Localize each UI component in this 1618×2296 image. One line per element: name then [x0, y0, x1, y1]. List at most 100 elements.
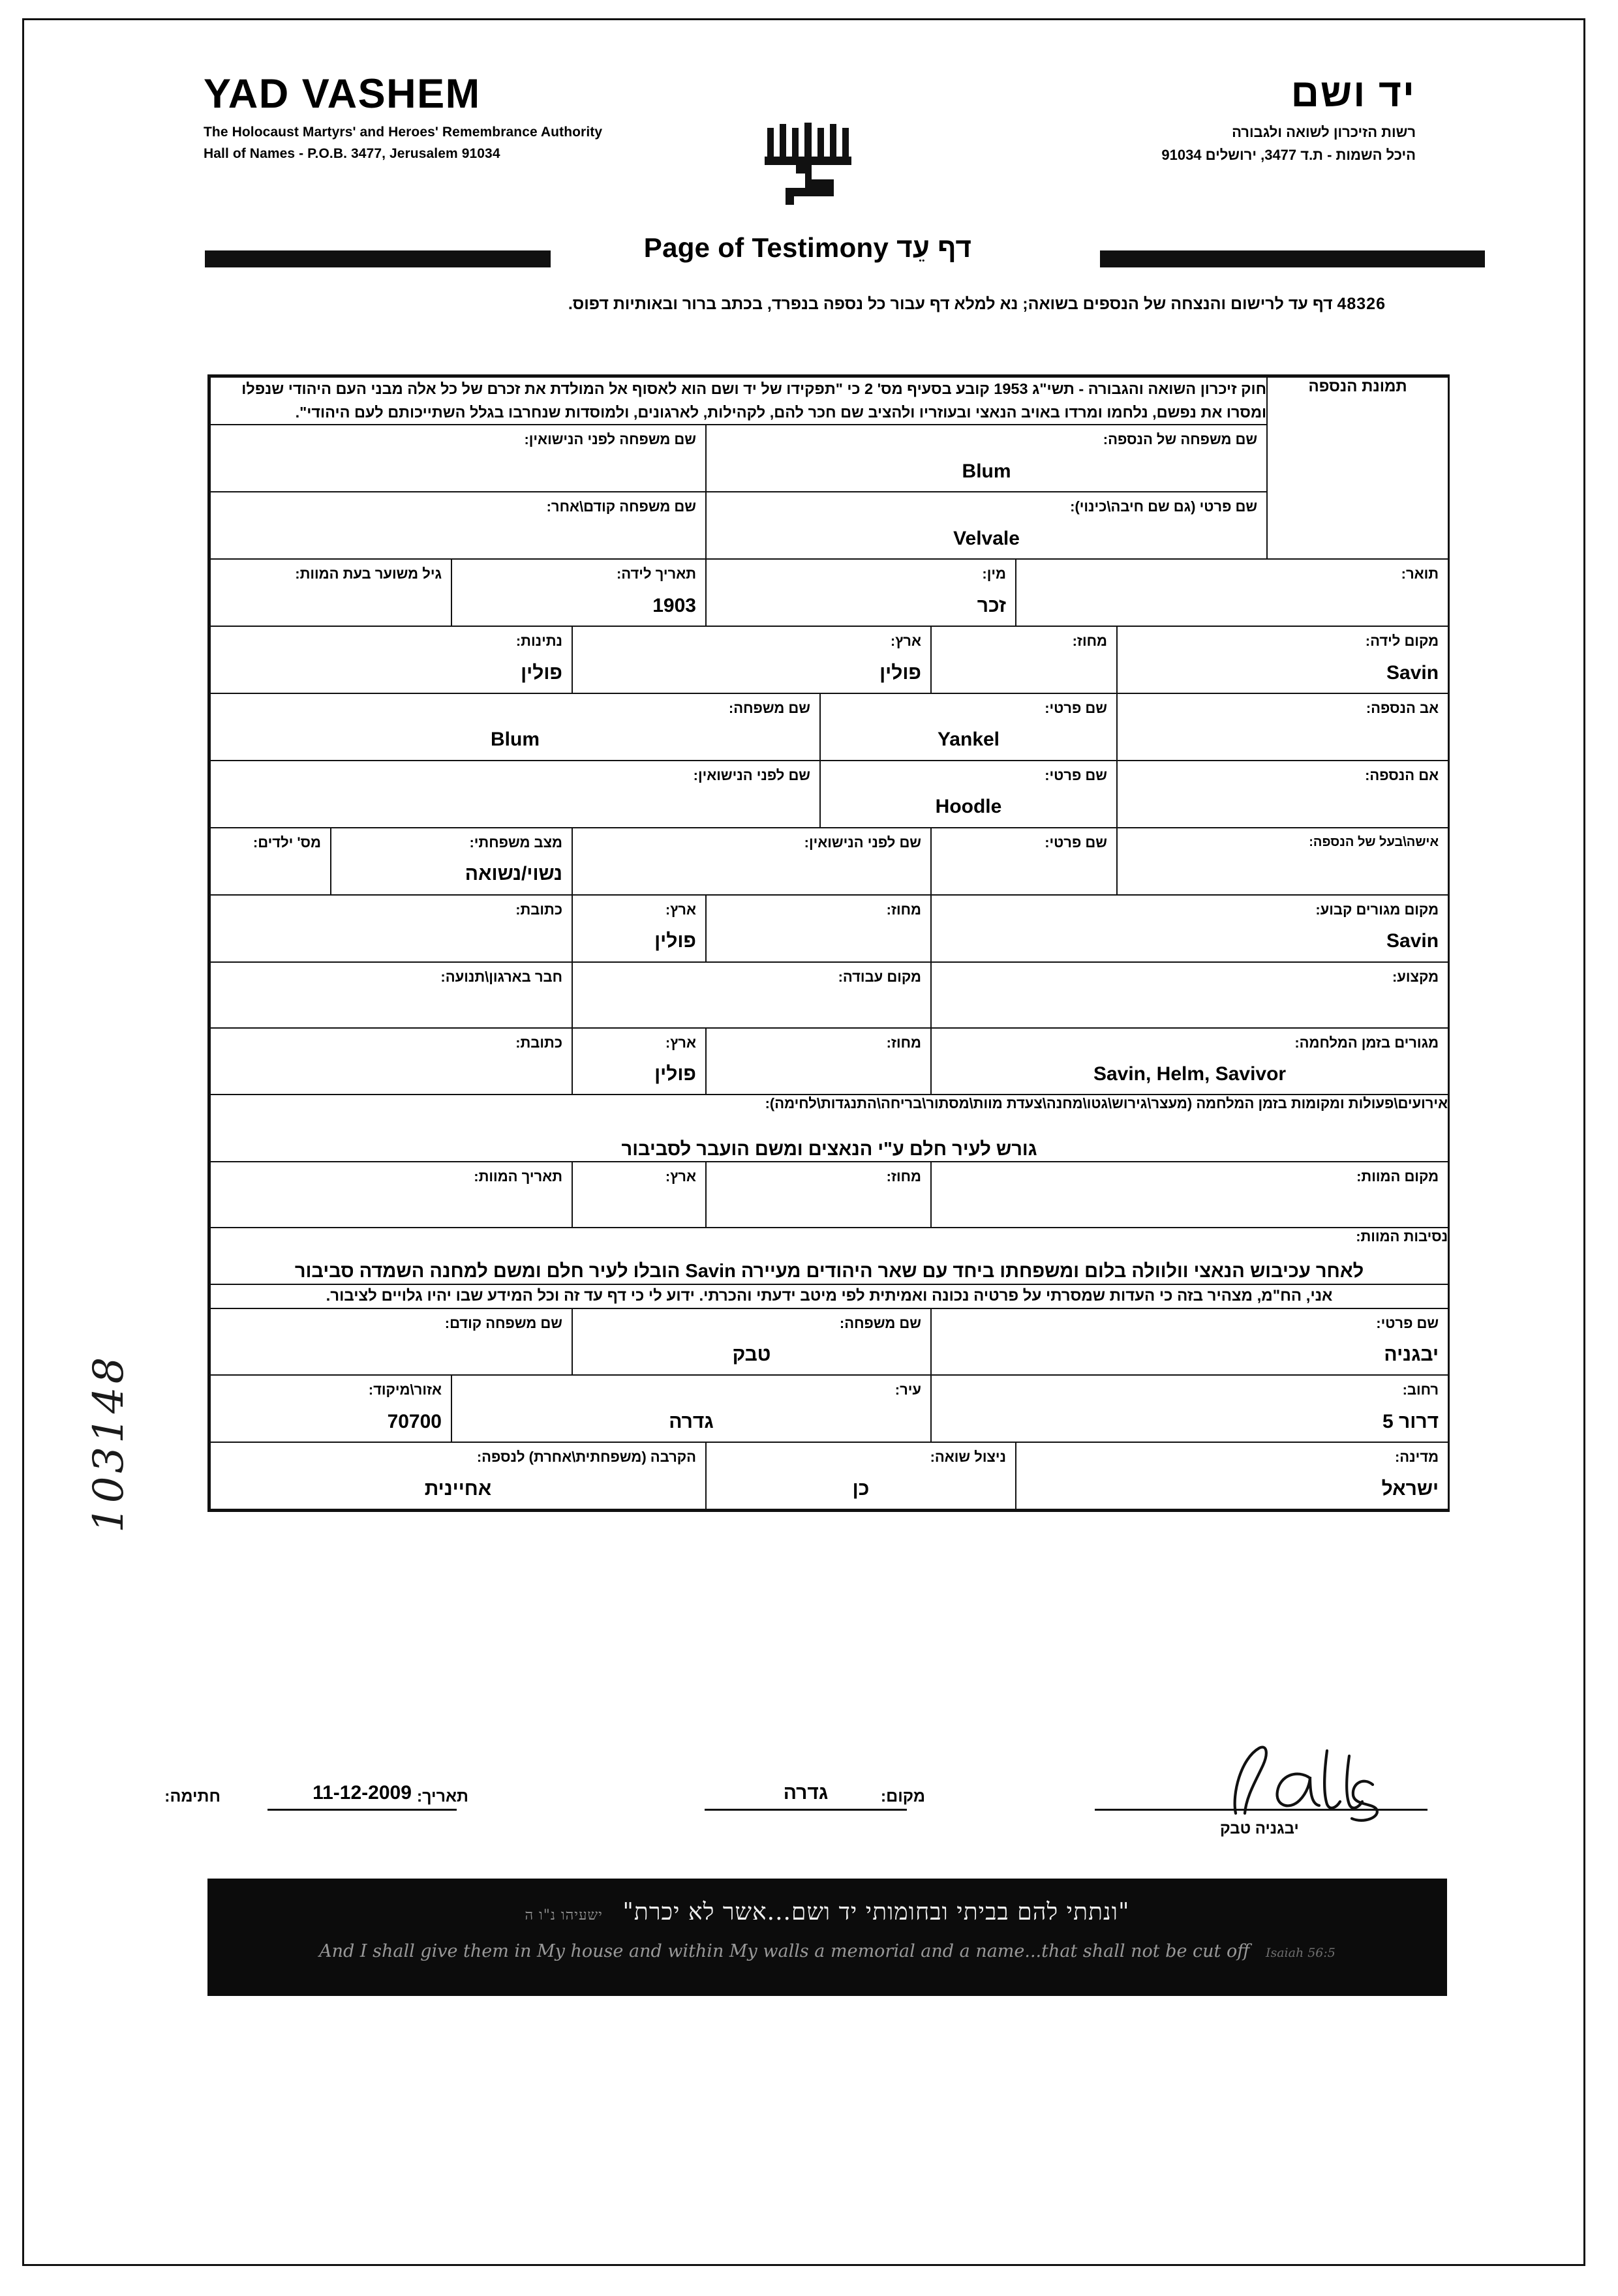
workplace-cell[interactable]: מקום עבודה:: [572, 961, 932, 1029]
table-row: נתינות: פולין ארץ: פולין מחוז:: [209, 626, 1450, 694]
submitter-family-name-value: טבק: [732, 1343, 771, 1365]
archive-number-handwritten: 103148: [85, 1353, 133, 1533]
victim-sex-value: זכר: [977, 594, 1006, 616]
victim-first-name-cell[interactable]: שם פרטי (גם שם חיבה\כינוי): Velvale: [705, 491, 1268, 560]
memorial-banner: "ונתתי להם בביתי ובחומותי יד ושם...אשר ל…: [207, 1879, 1447, 1996]
submitter-city-label: עיר:: [894, 1382, 921, 1398]
submitter-first-name-cell[interactable]: שם פרטי: יבגניה: [930, 1307, 1450, 1376]
victim-previous-name-cell[interactable]: שם משפחה קודם\אחר:: [209, 491, 707, 560]
war-residence-cell[interactable]: מגורים בזמן המלחמה: Savin, Helm, Savivor: [930, 1027, 1450, 1096]
permanent-residence-cell[interactable]: מקום מגורים קבוע: Savin: [930, 894, 1450, 963]
death-country-cell[interactable]: ארץ:: [572, 1161, 707, 1229]
death-place-cell[interactable]: מקום המוות:: [930, 1161, 1450, 1229]
mother-maiden-name-value: [220, 794, 810, 817]
organization-address-he: היכל השמות - ת.ד 3477, ירושלים 91034: [1161, 147, 1416, 164]
place-rule: [705, 1808, 907, 1811]
submitter-city-cell[interactable]: עיר: גדרה: [451, 1374, 932, 1443]
submitter-country-cell[interactable]: מדינה: ישראל: [1015, 1442, 1450, 1511]
mother-first-name-cell[interactable]: שם פרטי: Hoodle: [819, 759, 1118, 828]
workplace-label: מקום עבודה:: [838, 968, 921, 985]
victim-birth-date-label: תאריך לידה:: [616, 566, 696, 582]
spouse-first-name-value: [941, 862, 1107, 884]
residence-country-cell[interactable]: ארץ: פולין: [572, 894, 707, 963]
victim-birth-district-cell[interactable]: מחוז:: [930, 626, 1118, 694]
submitter-relation-label: הקרבה (משפחתית\אחרת) לנספה:: [476, 1449, 696, 1466]
profession-value: [941, 996, 1439, 1018]
submitter-survivor-cell[interactable]: ניצול שואה: כן: [705, 1442, 1016, 1511]
banner-english-text: And I shall give them in My house and wi…: [319, 1941, 1250, 1961]
victim-title-value: [1026, 594, 1439, 616]
victim-family-name-label: שם משפחה של הנספה:: [1103, 431, 1258, 448]
victim-maiden-name-cell[interactable]: שם משפחה לפני הנישואין:: [209, 424, 707, 493]
children-count-cell[interactable]: מס' ילדים:: [209, 826, 331, 896]
victim-birth-place-cell[interactable]: מקום לידה: Savin: [1116, 626, 1450, 694]
death-district-value: [716, 1196, 921, 1218]
father-family-name-cell[interactable]: שם משפחה: Blum: [209, 693, 821, 761]
victim-citizenship-cell[interactable]: נתינות: פולין: [209, 626, 573, 694]
victim-birth-country-label: ארץ:: [890, 633, 921, 650]
victim-previous-name-value: [220, 526, 696, 549]
submitter-country-label: מדינה:: [1394, 1449, 1439, 1466]
profession-label: מקצוע:: [1392, 968, 1439, 985]
submitter-previous-family-name-label: שם משפחה קודם:: [444, 1314, 562, 1331]
death-district-cell[interactable]: מחוז:: [705, 1161, 932, 1229]
victim-age-at-death-cell[interactable]: גיל משוער בעת המוות:: [209, 558, 452, 627]
table-row: כתובת: ארץ: פולין מחוז:: [209, 894, 1450, 963]
victim-family-name-value: Blum: [962, 460, 1011, 482]
father-first-name-cell[interactable]: שם פרטי: Yankel: [819, 693, 1118, 761]
spouse-maiden-name-cell[interactable]: שם לפני הנישואין:: [572, 826, 932, 896]
death-country-label: ארץ:: [665, 1168, 696, 1185]
death-date-value: [220, 1196, 562, 1218]
spouse-maiden-name-value: [582, 862, 921, 884]
death-date-cell[interactable]: תאריך המוות:: [209, 1161, 573, 1229]
permanent-residence-label: מקום מגורים קבוע:: [1315, 901, 1439, 918]
war-address-cell[interactable]: כתובת:: [209, 1027, 573, 1096]
profession-cell[interactable]: מקצוע:: [930, 961, 1450, 1029]
war-residence-label: מגורים בזמן המלחמה:: [1294, 1034, 1439, 1051]
submitter-family-name-cell[interactable]: שם משפחה: טבק: [572, 1307, 932, 1376]
organization-subtitle-en: The Holocaust Martyrs' and Heroes' Remem…: [204, 125, 603, 140]
victim-sex-cell[interactable]: מין: זכר: [705, 558, 1016, 627]
submitter-relation-cell[interactable]: הקרבה (משפחתית\אחרת) לנספה: אחיינית: [209, 1442, 707, 1511]
submitter-zip-label: אזור\מיקוד:: [368, 1382, 442, 1398]
instruction-line: 48326 דף עד לרישום והנצחה של הנספים בשוא…: [568, 295, 1413, 314]
victim-birth-country-cell[interactable]: ארץ: פולין: [572, 626, 932, 694]
war-country-cell[interactable]: ארץ: פולין: [572, 1027, 707, 1096]
submitter-previous-family-name-cell[interactable]: שם משפחה קודם:: [209, 1307, 573, 1376]
table-row: שם משפחה קודם: שם משפחה: טבק שם פרטי: יב…: [209, 1307, 1450, 1376]
spouse-first-name-cell[interactable]: שם פרטי:: [930, 826, 1118, 896]
victim-family-name-cell[interactable]: שם משפחה של הנספה: Blum: [705, 424, 1268, 493]
victim-birth-place-label: מקום לידה:: [1365, 633, 1439, 650]
table-row: שם משפחה: Blum שם פרטי: Yankel אב הנספה:: [209, 693, 1450, 761]
banner-hebrew-line: "ונתתי להם בביתי ובחומותי יד ושם...אשר ל…: [207, 1898, 1447, 1926]
page-title-bar: Page of Testimony דף עֵד: [0, 232, 1618, 279]
residence-address-cell[interactable]: כתובת:: [209, 894, 573, 963]
header-english-block: YAD VASHEM The Holocaust Martyrs' and He…: [204, 73, 602, 164]
organization-label: חבר בארגון\תנועה:: [440, 968, 562, 985]
war-district-cell[interactable]: מחוז:: [705, 1027, 932, 1096]
war-district-value: [716, 1062, 921, 1084]
mother-maiden-name-cell[interactable]: שם לפני הנישואין:: [209, 759, 821, 828]
submitter-street-cell[interactable]: רחוב: דרור 5: [930, 1374, 1450, 1443]
mother-maiden-name-label: שם לפני הנישואין:: [693, 766, 810, 783]
death-circumstances-cell[interactable]: נסיבות המוות: לאחר עכיבוש הנאצי וולוולה …: [209, 1227, 1450, 1285]
table-row: אני, הח"מ, מצהיר בזה כי העדות שמסרתי על …: [209, 1283, 1450, 1309]
page-title: Page of Testimony דף עֵד: [0, 232, 1618, 264]
residence-district-cell[interactable]: מחוז:: [705, 894, 932, 963]
wartime-events-cell[interactable]: אירועים\פעולות ומקומות בזמן המלחמה (מעצר…: [209, 1094, 1450, 1163]
victim-birth-date-cell[interactable]: תאריך לידה: 1903: [451, 558, 707, 627]
page-title-he: דף עֵד: [896, 232, 972, 263]
form-number: 48326: [1337, 295, 1386, 313]
law-text-cell: חוק זיכרון השואה והגבורה - תשי"ג 1953 קו…: [209, 376, 1268, 426]
victim-title-cell[interactable]: תואר:: [1015, 558, 1450, 627]
table-row: שם לפני הנישואין: שם פרטי: Hoodle אם הנס…: [209, 759, 1450, 828]
victim-sex-label: מין:: [982, 566, 1006, 582]
submitter-country-value: ישראל: [1381, 1477, 1439, 1500]
table-row: אזור\מיקוד: 70700 עיר: גדרה רחוב: דרור 5: [209, 1374, 1450, 1443]
submitter-zip-cell[interactable]: אזור\מיקוד: 70700: [209, 1374, 452, 1443]
organization-cell[interactable]: חבר בארגון\תנועה:: [209, 961, 573, 1029]
sheet-border: [22, 18, 1585, 2266]
marital-status-cell[interactable]: מצב משפחתי: נשוי/נשואה: [330, 826, 573, 896]
victim-citizenship-value: פולין: [521, 661, 562, 684]
banner-hebrew-text: "ונתתי להם בביתי ובחומותי יד ושם...אשר ל…: [622, 1899, 1130, 1926]
